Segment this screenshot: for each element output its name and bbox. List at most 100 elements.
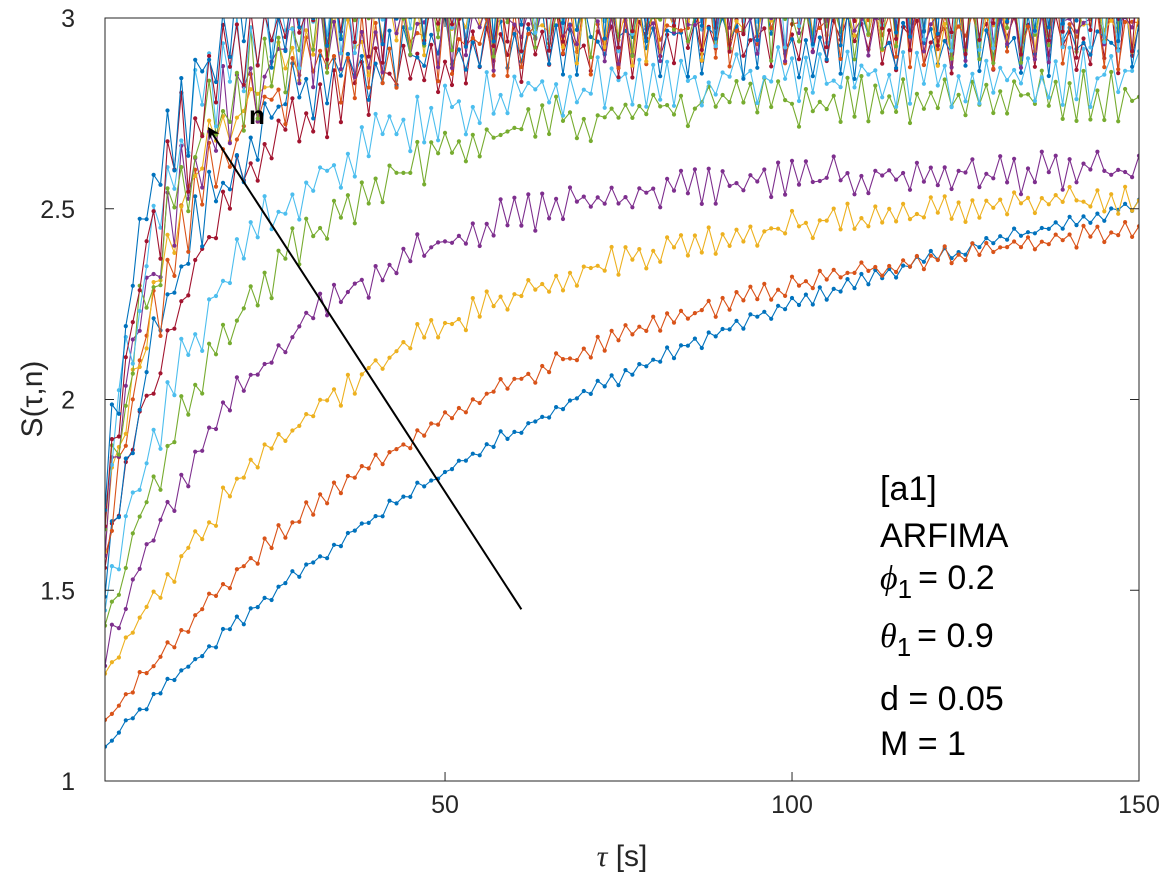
data-point	[574, 27, 580, 32]
data-point	[623, 368, 628, 373]
data-point	[1074, 67, 1079, 72]
data-point	[887, 28, 892, 33]
data-point	[213, 593, 219, 599]
data-point	[269, 83, 274, 89]
x-axis-symbol: τ	[597, 840, 609, 873]
data-point	[442, 83, 448, 88]
data-point	[394, 9, 398, 13]
data-point	[783, 293, 788, 298]
data-point	[137, 615, 142, 620]
data-point	[588, 391, 593, 396]
data-point	[873, 18, 878, 21]
data-point	[491, 233, 496, 238]
data-point	[603, 6, 607, 10]
data-point	[727, 49, 732, 54]
data-point	[921, 259, 927, 264]
data-point	[1102, 14, 1106, 18]
data-point	[831, 78, 836, 83]
data-point	[109, 738, 114, 743]
data-point	[1095, 3, 1099, 7]
data-point	[276, 18, 281, 21]
annotation-phi: ϕ1 = 0.2	[880, 559, 995, 604]
data-point	[783, 59, 788, 64]
data-point	[970, 12, 974, 16]
data-point	[963, 58, 968, 63]
data-point	[345, 18, 350, 22]
data-point	[533, 30, 538, 35]
data-point	[533, 419, 538, 424]
data-point	[158, 371, 163, 376]
series-line	[105, 220, 1139, 721]
data-point	[533, 87, 538, 92]
data-point	[331, 68, 337, 73]
data-point	[477, 314, 482, 319]
data-point	[165, 232, 170, 237]
data-point	[526, 80, 531, 86]
data-point	[824, 107, 829, 112]
data-point	[172, 273, 177, 278]
data-point	[429, 478, 434, 483]
data-point	[105, 553, 108, 558]
data-point	[859, 74, 864, 79]
data-point	[991, 90, 996, 95]
data-point	[859, 6, 863, 10]
data-point	[200, 607, 205, 612]
data-point	[165, 292, 170, 297]
data-point	[158, 446, 163, 451]
data-point	[602, 268, 607, 273]
data-point	[227, 54, 232, 60]
data-point	[609, 185, 614, 190]
data-point	[151, 538, 156, 543]
data-point	[831, 267, 836, 272]
data-point	[172, 290, 177, 295]
data-point	[304, 11, 308, 15]
data-point	[789, 274, 795, 279]
data-point	[789, 158, 795, 163]
data-point	[637, 186, 642, 191]
data-point	[207, 644, 212, 649]
data-point	[318, 82, 323, 87]
data-point	[248, 220, 253, 225]
data-point	[741, 31, 746, 37]
data-point	[581, 194, 586, 199]
data-point	[678, 343, 684, 348]
data-point	[1025, 24, 1031, 29]
data-point	[588, 91, 593, 96]
data-point	[921, 62, 927, 67]
data-point	[942, 165, 947, 170]
data-point	[394, 501, 399, 506]
data-point	[422, 41, 427, 46]
data-point	[838, 178, 843, 183]
data-point	[1025, 166, 1031, 171]
data-point	[311, 116, 316, 121]
data-point	[720, 92, 725, 98]
data-point	[359, 277, 364, 282]
data-point	[970, 198, 975, 203]
data-point	[380, 60, 385, 65]
annotation-box: [a1] ARFIMA ϕ1 = 0.2 θ1 = 0.9 d = 0.05 M =…	[880, 470, 1009, 763]
data-point	[144, 542, 149, 547]
data-point	[1060, 116, 1065, 121]
series-15	[105, 14, 1121, 513]
data-point	[1136, 94, 1139, 99]
data-point	[186, 249, 191, 254]
data-point	[796, 98, 802, 104]
data-point	[907, 120, 913, 126]
data-point	[908, 10, 912, 14]
data-point	[789, 56, 795, 61]
data-point	[741, 188, 746, 193]
data-point	[512, 429, 517, 434]
data-point	[366, 295, 371, 300]
data-point	[491, 68, 496, 73]
data-point	[172, 440, 177, 445]
data-point	[1123, 18, 1127, 20]
data-point	[158, 182, 163, 187]
data-point	[345, 151, 350, 156]
data-point	[894, 65, 899, 71]
data-point	[165, 257, 170, 262]
data-point	[769, 79, 774, 84]
data-point	[880, 273, 885, 278]
data-point	[144, 500, 149, 505]
data-point	[693, 13, 697, 17]
data-point	[1046, 242, 1051, 247]
